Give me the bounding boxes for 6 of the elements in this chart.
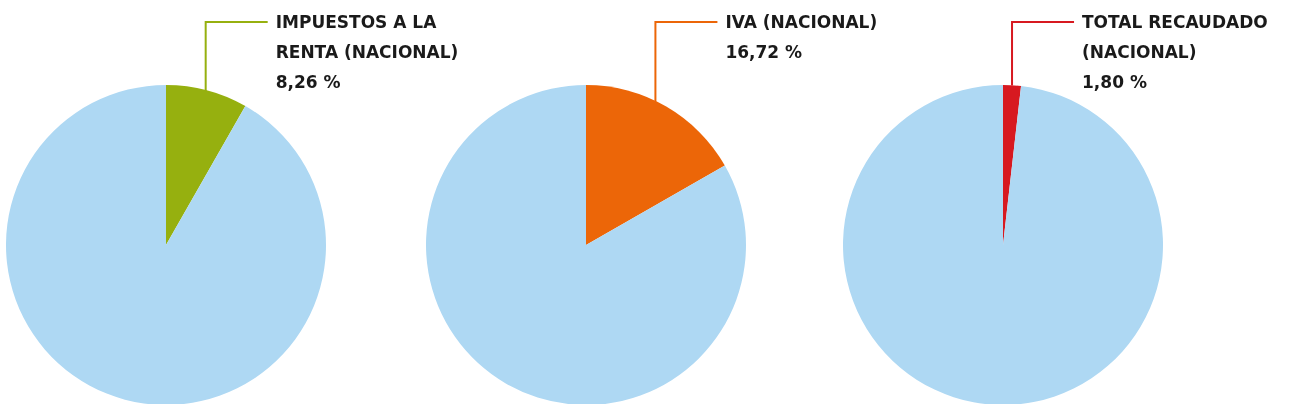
data-label: 16,72 % — [725, 42, 803, 62]
slice-label: TOTAL RECAUDADO (NACIONAL) — [1082, 12, 1268, 62]
data-label: 1,80 % — [1082, 72, 1147, 92]
slice-label: IMPUESTOS A LA RENTA (NACIONAL) — [275, 12, 459, 62]
data-label: 8,26 % — [275, 72, 341, 92]
slice-label: IVA (NACIONAL) — [725, 12, 878, 32]
